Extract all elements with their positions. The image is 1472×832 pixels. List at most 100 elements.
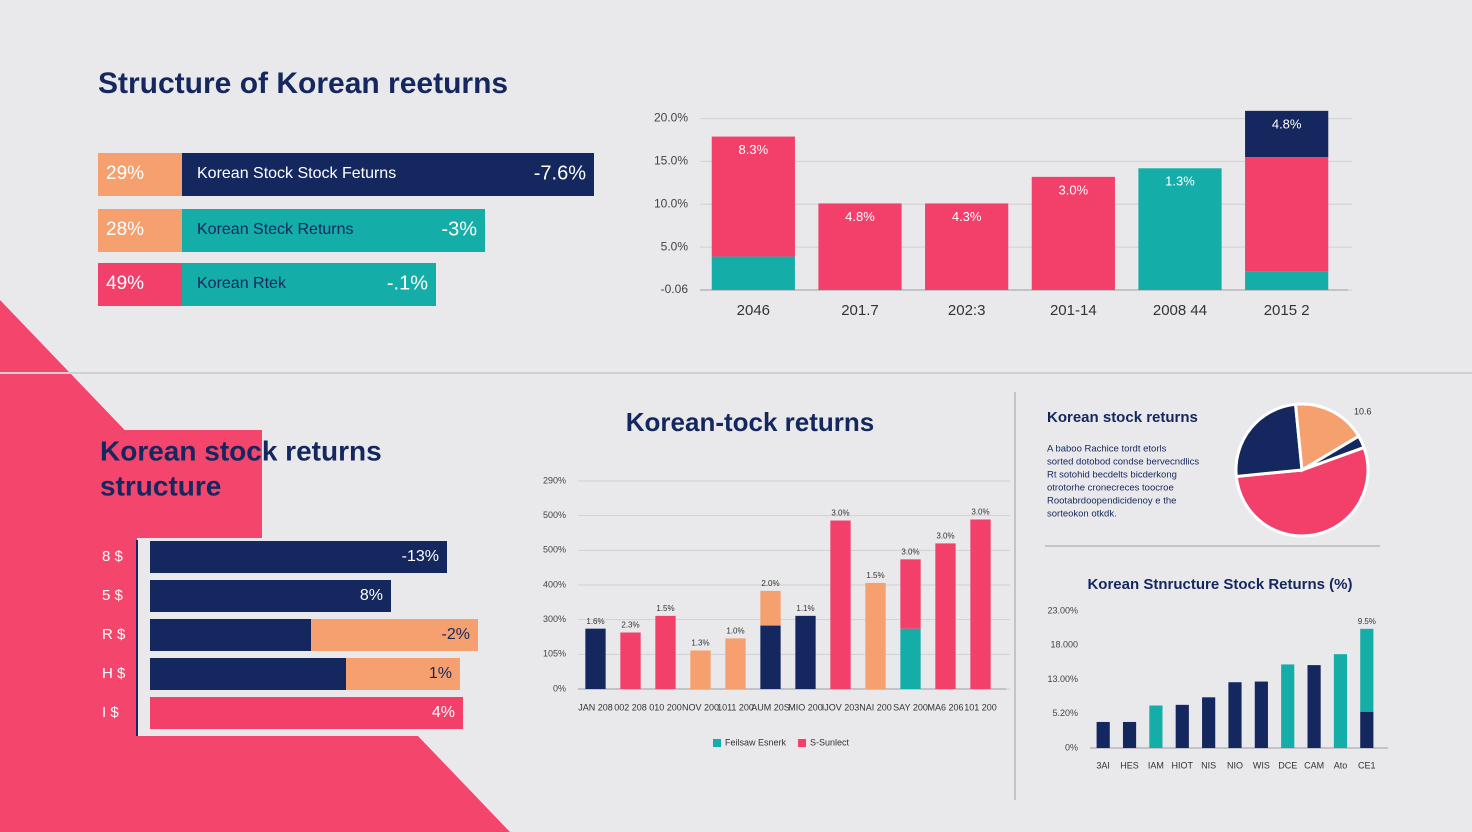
x-tick-label: AUM 20S [751, 702, 790, 712]
y-tick-label: 5.20% [1052, 708, 1078, 718]
x-tick-label: 201-14 [1050, 302, 1097, 319]
bar [1228, 682, 1242, 748]
bar [900, 559, 921, 629]
bar-annotation: 3.0% [1059, 182, 1089, 197]
bar [760, 590, 781, 626]
x-tick-label: NIS [1201, 760, 1216, 770]
bar [935, 543, 956, 689]
tag-box [98, 209, 182, 252]
row-bar [150, 541, 447, 573]
y-tick-label: 400% [543, 579, 566, 589]
y-tick-label: 10.0% [654, 196, 688, 210]
row-bar [346, 658, 460, 690]
bar-annotation: 9.5% [1358, 617, 1376, 626]
pie-slice [1301, 434, 1366, 472]
legend-swatch [713, 739, 721, 747]
description: otrotorhe cronecreces toocroe [1047, 483, 1174, 494]
bar [970, 519, 991, 689]
y-tick-label: -0.06 [661, 282, 689, 296]
y-tick-label: 105% [543, 649, 566, 659]
description: A baboo Rachice tordt etorls [1047, 444, 1167, 455]
x-tick-label: 002 208 [614, 702, 647, 712]
tag: 8 $ [102, 548, 124, 565]
panel-title: Korean stock returns [100, 435, 382, 466]
bar [1149, 705, 1163, 748]
row-value: 4% [432, 704, 455, 721]
description: Rootabrdoopendicidenoy e the [1047, 496, 1176, 507]
x-tick-label: NAI 200 [859, 702, 892, 712]
x-tick-label: 3AI [1096, 760, 1110, 770]
bar [1333, 654, 1348, 748]
description: sorteokon otkdk. [1047, 509, 1117, 520]
bar-annotation: 1.6% [586, 617, 604, 626]
bar [711, 136, 795, 257]
row-bar [182, 209, 485, 252]
row-bar [150, 697, 463, 729]
row-bar [182, 153, 594, 196]
bar [585, 628, 606, 689]
bar-annotation: 1.3% [691, 639, 709, 648]
bar [1254, 681, 1268, 748]
row-bar [150, 658, 346, 690]
x-tick-label: 201.7 [841, 302, 879, 319]
row-value: -.1% [387, 272, 428, 294]
x-tick-label: MIO 200 [788, 702, 823, 712]
tag: R $ [102, 626, 126, 643]
y-tick-label: 20.0% [654, 111, 688, 125]
x-tick-label: NOV 200 [682, 702, 719, 712]
bar-annotation: 8.3% [739, 142, 769, 157]
x-tick-label: 1011 200 [717, 702, 754, 712]
y-tick-label: 0% [553, 683, 566, 693]
bar-annotation: 1.5% [866, 571, 884, 580]
x-tick-label: CE1 [1358, 760, 1376, 770]
bar-annotation: 3.0% [831, 509, 849, 518]
bar-annotation: 4.8% [1272, 116, 1302, 131]
bar [795, 615, 816, 689]
x-tick-label: SAY 200 [893, 702, 928, 712]
y-tick-label: 18.000 [1050, 640, 1078, 650]
x-tick-label: HES [1120, 760, 1139, 770]
row-value: -3% [441, 218, 477, 240]
chart-title: Korean Stnructure Stock Returns (%) [1087, 576, 1352, 593]
x-tick-label: HIOT [1172, 760, 1194, 770]
x-tick-label: Ato [1334, 760, 1348, 770]
y-tick-label: 23.00% [1047, 605, 1078, 615]
tag: 28% [106, 219, 144, 240]
bar [925, 203, 1009, 290]
y-tick-label: 500% [543, 545, 566, 555]
bar-annotation: 1.1% [796, 604, 814, 613]
tag: H $ [102, 665, 126, 682]
bar [1031, 176, 1115, 290]
bar [690, 650, 711, 689]
bar-annotation: 3.0% [901, 547, 919, 556]
bar [865, 582, 886, 689]
tag: 49% [106, 273, 144, 294]
bar [1245, 271, 1329, 290]
bar [711, 256, 795, 290]
bar [1096, 721, 1110, 748]
bar-annotation: 1.5% [656, 604, 674, 613]
description: sorted dotobod condse bervecndlics [1047, 457, 1199, 468]
y-tick-label: 5.0% [661, 239, 689, 253]
bar [725, 638, 746, 689]
pie-annotation: 10.6 [1354, 406, 1372, 416]
x-tick-label: NIO [1227, 760, 1243, 770]
panel-title: structure [100, 470, 221, 501]
bar-annotation: 3.0% [936, 532, 954, 541]
x-tick-label: IJOV 203 [822, 702, 860, 712]
bar [1175, 704, 1189, 748]
bar-annotation: 2.3% [621, 621, 639, 630]
row-bar [182, 263, 436, 306]
x-tick-label: 2008 44 [1153, 302, 1207, 319]
x-tick-label: JAN 208 [578, 702, 613, 712]
x-tick-label: 101 200 [964, 702, 997, 712]
bar [1360, 711, 1374, 748]
bar [1202, 697, 1216, 748]
bar [1245, 157, 1329, 272]
x-tick-label: CAM [1304, 760, 1324, 770]
x-tick-label: IAM [1148, 760, 1164, 770]
pie-slice [1234, 402, 1304, 479]
panel-title: Structure of Korean reeturns [98, 67, 508, 100]
row-label: Korean Steck Returns [197, 221, 354, 238]
row-bar [150, 580, 391, 612]
